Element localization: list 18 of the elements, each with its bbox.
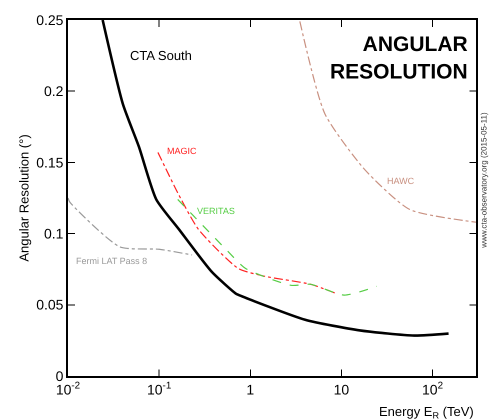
y-tick-label: 0.2 (44, 83, 64, 100)
y-tick-label: 0.1 (44, 226, 64, 242)
y-axis-title: Angular Resolution (°) (16, 134, 32, 262)
series-label: CTA South (130, 48, 192, 63)
x-tick-label: 10$^{-1}$ (146, 380, 172, 398)
y-tick-label: 0.25 (36, 12, 64, 28)
y-tick-label: 0.15 (36, 154, 64, 170)
series-label: Fermi LAT Pass 8 (76, 256, 148, 266)
text: www.cta-observatory.org (2015-05-11) (479, 112, 488, 249)
series-label: VERITAS (197, 206, 235, 216)
series-label: MAGIC (167, 146, 197, 156)
text: ANGULAR RESOLUTION (330, 33, 468, 84)
x-tick-label: 10 (334, 382, 350, 398)
y-tick-label: 0.05 (36, 296, 64, 313)
x-axis-title: Energy E$_{R}$ (TeV) (379, 404, 474, 420)
x-tick-label: 1 (246, 382, 254, 398)
series-label: HAWC (387, 176, 415, 186)
x-tick-label: 10$^{2}$ (422, 380, 444, 398)
